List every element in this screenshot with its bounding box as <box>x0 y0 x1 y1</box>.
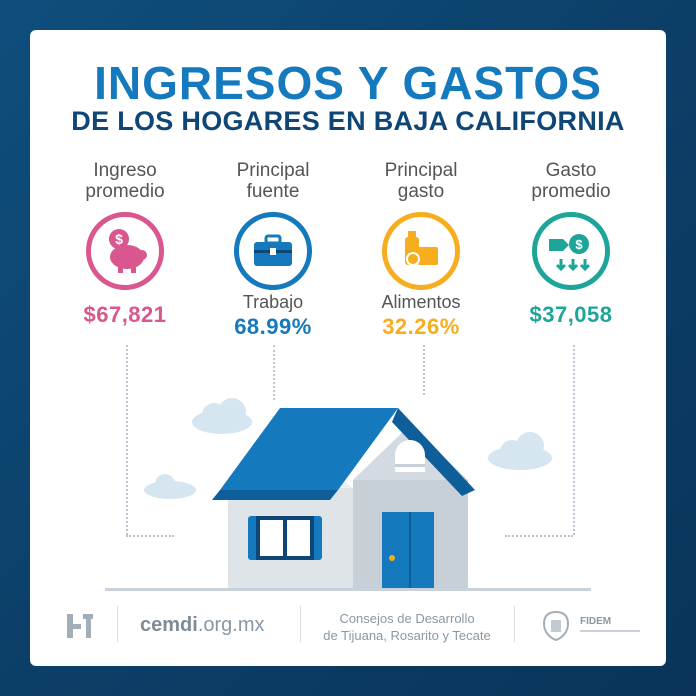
money-spending-icon: $ <box>532 212 610 290</box>
stat-value-ingreso: $67,821 <box>83 302 167 327</box>
connector-4-h <box>505 535 573 537</box>
fidem-logo: FIDEM <box>580 616 612 627</box>
svg-text:$: $ <box>575 237 583 252</box>
house-illustration <box>105 398 591 591</box>
connector-1 <box>126 345 128 535</box>
briefcase-icon <box>234 212 312 290</box>
stat-value-gasto: 32.26% <box>382 314 460 339</box>
connector-4 <box>573 345 575 535</box>
connector-1-h <box>126 535 174 537</box>
groceries-icon <box>382 212 460 290</box>
piggy-bank-icon: $ <box>86 212 164 290</box>
connector-3 <box>423 345 425 395</box>
title-line-2: DE LOS HOGARES EN BAJA CALIFORNIA <box>71 106 625 136</box>
fidem-tagline-line <box>580 630 640 632</box>
state-seal-icon <box>540 610 572 642</box>
svg-text:$: $ <box>115 231 123 247</box>
cemdi-logo-icon <box>66 612 94 640</box>
stat-label-gasto-promedio: Gasto promedio <box>531 160 611 202</box>
stat-value-fuente: 68.99% <box>234 314 312 339</box>
stat-label-gasto: Principal gasto <box>384 160 458 202</box>
connector-2 <box>273 345 275 400</box>
title-line-1: INGRESOS Y GASTOS <box>94 57 602 109</box>
org-name: Consejos de Desarrollo de Tijuana, Rosar… <box>323 611 491 643</box>
footer-divider <box>117 606 118 642</box>
website-link[interactable]: cemdi.org.mx <box>140 614 265 636</box>
footer-divider <box>514 606 515 642</box>
stat-label-ingreso: Ingreso promedio <box>85 160 165 202</box>
stat-label-fuente: Principal fuente <box>236 160 310 202</box>
footer-divider <box>300 606 301 642</box>
stat-sub-trabajo: Trabajo <box>242 292 304 312</box>
cloud-icon <box>144 398 552 499</box>
stat-sub-alimentos: Alimentos <box>381 292 461 312</box>
stat-value-gasto-promedio: $37,058 <box>529 302 613 327</box>
